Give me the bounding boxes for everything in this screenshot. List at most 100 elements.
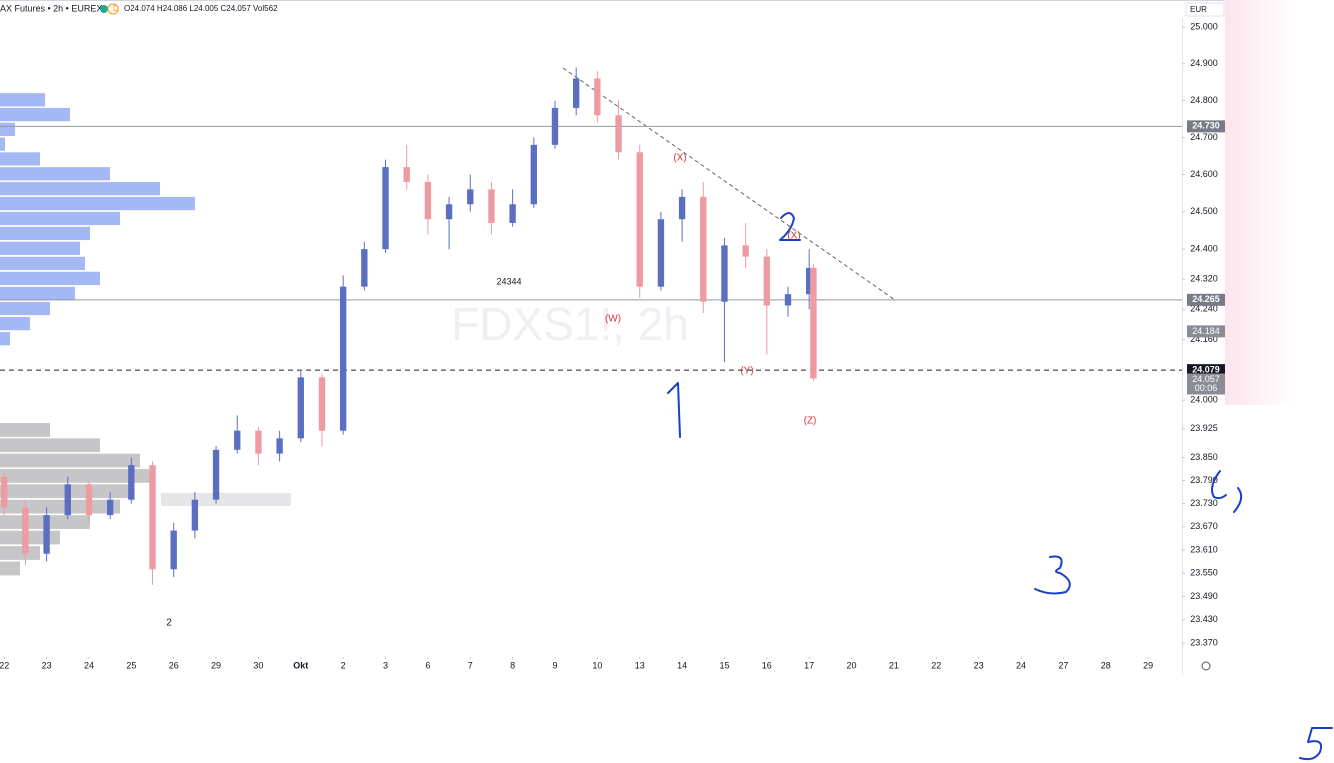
candle-body [763, 256, 770, 306]
volume-bar [0, 93, 45, 107]
status-dot [100, 5, 108, 13]
price-tag [1187, 293, 1225, 306]
candle-body [806, 267, 813, 295]
candle-body [276, 438, 283, 454]
level-label: 24344 [496, 276, 521, 286]
volume-bar [0, 196, 195, 211]
y-tick-label: 23.730 [1190, 498, 1218, 508]
price-tag-label: 24.184 [1192, 326, 1220, 336]
candle-body [488, 189, 495, 223]
volume-bar [0, 453, 140, 468]
x-tick-label: 17 [804, 660, 814, 670]
x-tick-label: 23 [974, 660, 984, 670]
y-tick-label: 23.490 [1190, 591, 1218, 601]
x-tick-label: 26 [169, 660, 179, 670]
volume-bar [0, 301, 50, 316]
volume-bar [0, 423, 50, 437]
x-tick-label: 24 [84, 660, 94, 670]
volume-bar [0, 107, 70, 122]
zone-box [161, 493, 291, 506]
x-tick-label: 15 [719, 660, 729, 670]
x-tick-label: 3 [383, 660, 388, 670]
y-tick-label: 23.790 [1190, 475, 1218, 485]
hand-1 [667, 382, 681, 438]
candle-body [339, 286, 347, 431]
candle-body [64, 484, 71, 516]
volume-bar [0, 499, 120, 514]
y-tick-label: 24.320 [1190, 274, 1218, 284]
volume-bar [0, 316, 30, 331]
candle-body [170, 530, 177, 570]
candle-body [149, 465, 156, 570]
wave-label: (Y) [740, 366, 753, 377]
x-tick-label: 2 [341, 660, 346, 670]
wave-label: (Z) [804, 416, 817, 427]
trend-line [562, 67, 896, 301]
plot: 25.000 24.900 24.800 24.700 24.600 24.500 24.4… [0, 18, 1225, 675]
hand-3 [1034, 555, 1071, 595]
count-label: 2 [166, 618, 172, 629]
settings-icon[interactable] [1201, 661, 1211, 671]
candle-body [128, 465, 135, 500]
candle-body [234, 430, 241, 450]
x-tick-label: 30 [253, 660, 263, 670]
volume-bar [0, 137, 5, 151]
candle-body [509, 204, 516, 223]
gear[interactable] [1201, 661, 1211, 671]
candle-body [678, 196, 686, 220]
hand-4 [1211, 470, 1243, 513]
volume-bar [0, 530, 60, 545]
volume-bar [0, 256, 85, 271]
volume-bar [0, 122, 15, 136]
candle-body [424, 181, 432, 220]
candle-body [22, 507, 29, 554]
volume-bar [0, 182, 160, 196]
volume-bar [0, 469, 150, 483]
candle-body [255, 430, 262, 454]
x-tick-label: 29 [1143, 660, 1153, 670]
candle-body [784, 294, 792, 306]
volume-bar [0, 332, 10, 346]
x-tick-label: 7 [468, 660, 473, 670]
candle-body [700, 196, 707, 302]
volume-bar [0, 241, 80, 256]
volume-bar [0, 438, 100, 453]
y-tick-label: 23.850 [1190, 452, 1218, 462]
y-tick-label: 23.370 [1190, 638, 1218, 648]
y-tick-label: 24.000 [1190, 395, 1218, 405]
x-tick-label: 8 [510, 660, 515, 670]
price-tag-label: 24.265 [1192, 294, 1220, 304]
currency-button[interactable] [1185, 2, 1225, 17]
x-tick-label: 27 [1058, 660, 1068, 670]
y-tick-label: 23.670 [1190, 521, 1218, 531]
price-tag [1187, 325, 1225, 338]
y-tick-label: 24.800 [1190, 95, 1218, 105]
badge: D [113, 4, 119, 13]
y-tick-label: 24.500 [1190, 206, 1218, 216]
candle-body [212, 449, 220, 500]
candle-body [551, 107, 559, 145]
y-tick-label: 25.000 [1190, 22, 1218, 32]
hand-5 [1299, 727, 1333, 761]
x-tick-label: 28 [1101, 660, 1111, 670]
volume-bar [0, 152, 40, 166]
y-tick-label: 24.700 [1190, 132, 1218, 142]
volume-bar [0, 211, 120, 226]
y-tick-label: 23.610 [1190, 544, 1218, 554]
wave-label: (W) [605, 314, 621, 325]
candle-body [106, 499, 114, 516]
x-tick-label: 25 [126, 660, 136, 670]
currency[interactable]: EUR [1190, 5, 1207, 14]
candle-body [191, 499, 199, 531]
candle-body [742, 245, 749, 257]
candle-body [382, 167, 389, 250]
y-tick-label: 23.430 [1190, 614, 1218, 624]
symbol: AX Futures • 2h • EUREX [0, 3, 102, 13]
y-tick-label: 24.600 [1190, 169, 1218, 179]
price-tag-label: 24.730 [1192, 121, 1220, 131]
y-tick-label: 24.160 [1190, 334, 1218, 344]
volume-bar [0, 167, 110, 181]
candle-body [445, 204, 453, 220]
hand-2 [779, 212, 801, 241]
x-tick-label: 29 [211, 660, 221, 670]
